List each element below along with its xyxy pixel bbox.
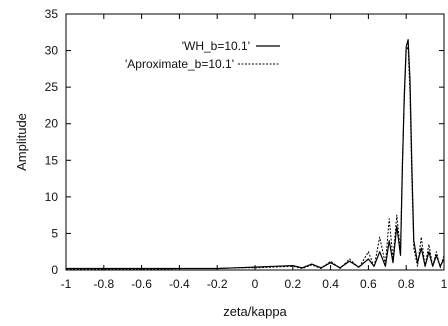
x-tick-label: 1 [441, 277, 448, 291]
x-tick-label: -0.6 [131, 277, 152, 291]
x-axis-label: zeta/kappa [223, 304, 287, 319]
x-tick-label: -0.8 [93, 277, 114, 291]
y-tick-label: 10 [45, 190, 59, 204]
y-tick-label: 5 [51, 226, 58, 240]
y-tick-label: 30 [45, 44, 59, 58]
x-tick-label: -0.4 [169, 277, 190, 291]
x-tick-label: -0.2 [207, 277, 228, 291]
legend-label-approx: 'Aproximate_b=10.1' [125, 57, 234, 71]
series-layer [66, 38, 445, 270]
y-tick-label: 35 [45, 7, 59, 21]
legend-label-wh: 'WH_b=10.1' [182, 39, 250, 53]
axis-ticks [65, 13, 445, 271]
legend: 'WH_b=10.1' 'Aproximate_b=10.1' [125, 39, 280, 71]
x-tick-label: 0.4 [322, 277, 339, 291]
y-axis-label: Amplitude [14, 113, 29, 171]
y-tick-label: 15 [45, 153, 59, 167]
x-tick-label: -1 [61, 277, 72, 291]
y-tick-labels: 0 5 10 15 20 25 30 35 [45, 7, 59, 277]
y-tick-label: 0 [51, 263, 58, 277]
plot-frame [65, 13, 445, 271]
x-tick-label: 0 [252, 277, 259, 291]
x-tick-label: 0.6 [360, 277, 377, 291]
y-tick-label: 20 [45, 117, 59, 131]
x-tick-labels: -1 -0.8 -0.6 -0.4 -0.2 0 0.2 0.4 0.6 0.8 1 [61, 277, 448, 291]
series-line-aproximate [66, 46, 445, 270]
x-tick-label: 0.2 [284, 277, 301, 291]
x-tick-label: 0.8 [398, 277, 415, 291]
y-tick-label: 25 [45, 80, 59, 94]
series-line-wh [66, 38, 445, 270]
